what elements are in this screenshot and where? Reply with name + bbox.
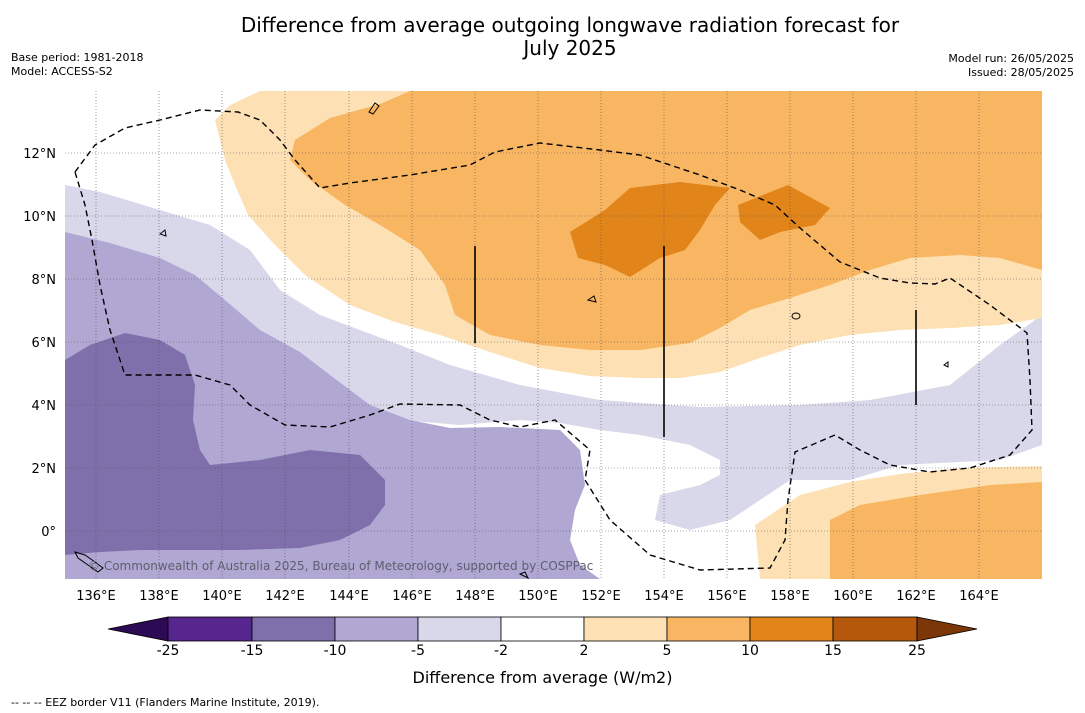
colorbar-label: 25 bbox=[908, 643, 926, 659]
colorbar-segment bbox=[500, 616, 585, 642]
lat-label: 8°N bbox=[32, 273, 57, 288]
lat-label: 4°N bbox=[32, 399, 57, 414]
model-name: Model: ACCESS-S2 bbox=[11, 65, 113, 78]
colorbar-segment bbox=[749, 616, 834, 642]
lon-label: 152°E bbox=[581, 589, 621, 604]
longitude-labels: 136°E 138°E 140°E 142°E 144°E 146°E 148°… bbox=[76, 589, 999, 604]
contour-plus-10-region-a bbox=[570, 182, 730, 277]
base-period: Base period: 1981-2018 bbox=[11, 51, 144, 64]
lon-label: 154°E bbox=[644, 589, 684, 604]
contour-plus-5-region-se bbox=[830, 482, 1042, 579]
colorbar-segment bbox=[832, 616, 918, 642]
lon-label: 136°E bbox=[76, 589, 116, 604]
lon-label: 160°E bbox=[833, 589, 873, 604]
island-outlines bbox=[74, 102, 949, 579]
lon-label: 164°E bbox=[959, 589, 999, 604]
colorbar-label: 15 bbox=[824, 643, 842, 659]
colorbar-extend-low bbox=[107, 616, 169, 642]
copyright-text: © Commonwealth of Australia 2025, Bureau… bbox=[88, 559, 593, 573]
meta-left: Base period: 1981-2018 Model: ACCESS-S2 bbox=[11, 51, 143, 79]
map-title: Difference from average outgoing longwav… bbox=[0, 14, 1085, 60]
lat-label: 10°N bbox=[23, 210, 56, 225]
colorbar-segment bbox=[167, 616, 253, 642]
title-line-1: Difference from average outgoing longwav… bbox=[240, 13, 900, 37]
colorbar-title: Difference from average (W/m2) bbox=[412, 668, 673, 687]
colorbar-label: -25 bbox=[156, 643, 180, 659]
colorbar-segment bbox=[334, 616, 419, 642]
issued-date: Issued: 28/05/2025 bbox=[967, 66, 1074, 79]
colorbar-segment bbox=[583, 616, 668, 642]
colorbar bbox=[107, 616, 978, 642]
contour-minus-2-region bbox=[65, 185, 1042, 545]
colorbar-label: -5 bbox=[411, 643, 425, 659]
title-line-2: July 2025 bbox=[523, 36, 617, 60]
contour-minus-10-region bbox=[65, 333, 385, 555]
latitude-labels: 12°N 10°N 8°N 6°N 4°N 2°N 0° bbox=[23, 147, 56, 540]
lat-label: 6°N bbox=[32, 336, 57, 351]
lat-label: 0° bbox=[41, 525, 56, 540]
colorbar-label: 10 bbox=[741, 643, 759, 659]
colorbar-extend-high bbox=[916, 616, 978, 642]
lon-label: 142°E bbox=[265, 589, 305, 604]
lon-label: 162°E bbox=[896, 589, 936, 604]
colorbar-label: -15 bbox=[240, 643, 264, 659]
lon-label: 156°E bbox=[707, 589, 747, 604]
map-plot-area: © Commonwealth of Australia 2025, Bureau… bbox=[65, 91, 1042, 579]
lon-label: 144°E bbox=[329, 589, 369, 604]
lat-label: 12°N bbox=[23, 147, 56, 162]
colorbar-segment bbox=[666, 616, 751, 642]
lon-label: 150°E bbox=[518, 589, 558, 604]
lon-label: 148°E bbox=[455, 589, 495, 604]
colorbar-label: -10 bbox=[323, 643, 347, 659]
colorbar-segment bbox=[417, 616, 502, 642]
model-run: Model run: 26/05/2025 bbox=[948, 52, 1074, 65]
colorbar-label: -2 bbox=[494, 643, 508, 659]
colorbar-segment bbox=[251, 616, 336, 642]
lon-label: 140°E bbox=[202, 589, 242, 604]
lon-label: 146°E bbox=[392, 589, 432, 604]
meta-right: Model run: 26/05/2025 Issued: 28/05/2025 bbox=[948, 52, 1074, 80]
lon-label: 138°E bbox=[139, 589, 179, 604]
lon-label: 158°E bbox=[770, 589, 810, 604]
colorbar-label: 2 bbox=[579, 643, 589, 659]
eez-footnote: -- -- -- EEZ border V11 (Flanders Marine… bbox=[11, 696, 320, 709]
lat-label: 2°N bbox=[32, 462, 57, 477]
colorbar-label: 5 bbox=[662, 643, 672, 659]
vertical-markers bbox=[474, 246, 917, 437]
